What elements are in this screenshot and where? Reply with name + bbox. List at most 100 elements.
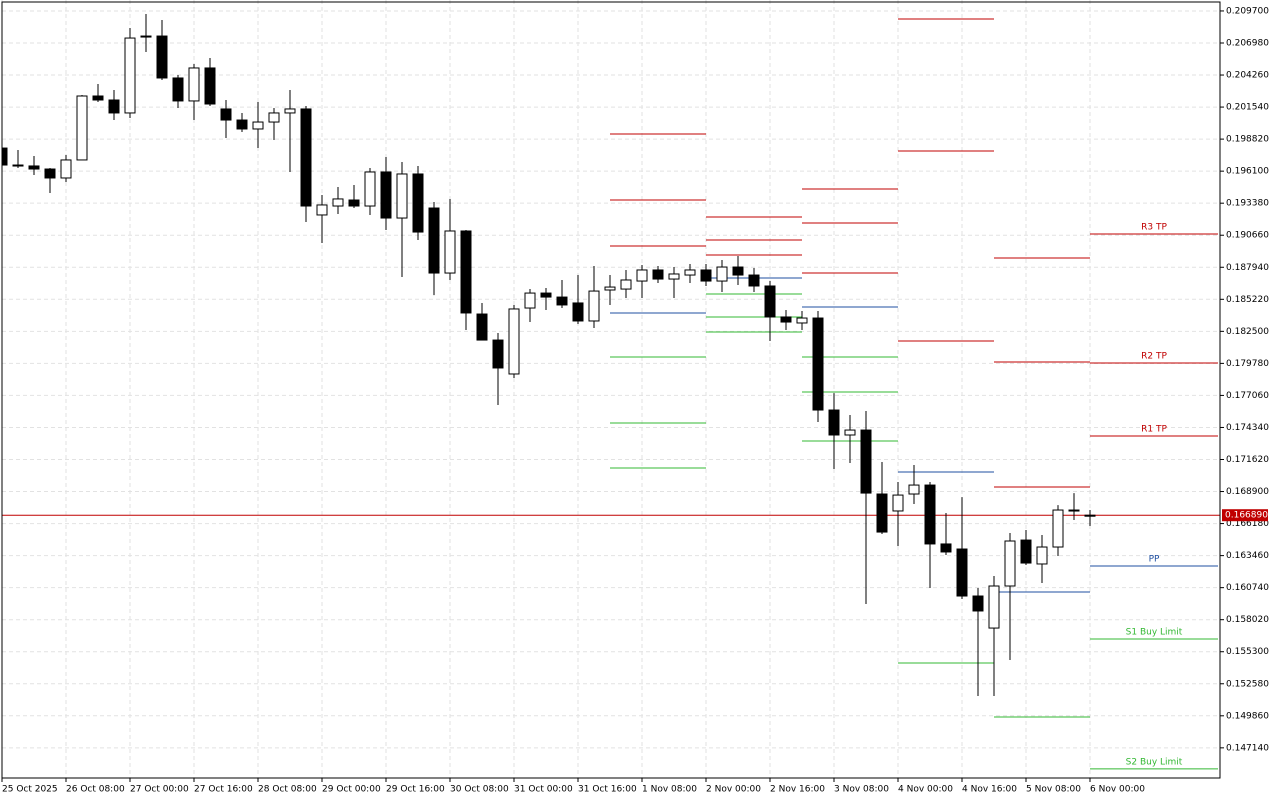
candle-body [44,168,56,179]
y-tick-label: 0.209700 [1226,6,1269,16]
candle-body [524,292,536,309]
candle-body [444,230,456,274]
candle-body [476,313,488,341]
plot-frame [1,1,1221,779]
candle-body [2,147,8,166]
y-tick-label: 0.152580 [1226,679,1269,689]
y-tick-label: 0.198820 [1226,135,1269,145]
candle-body [844,429,856,436]
pivot-label: R2 TP [1141,352,1167,362]
y-tick-label: 0.204260 [1226,71,1269,81]
candle-body [348,199,360,207]
candle-body [268,112,280,123]
current-price-label: 0.166890 [1225,511,1268,521]
candle-body [908,484,920,495]
x-tick-label: 26 Oct 08:00 [66,785,125,795]
pivot-label: S1 Buy Limit [1126,628,1183,638]
candle-body [236,119,248,130]
y-tick-label: 0.190660 [1226,231,1269,241]
candle-body [252,121,264,130]
y-tick-label: 0.149860 [1226,711,1269,721]
current-price-box [1222,509,1268,522]
y-tick-label: 0.182500 [1226,327,1269,337]
candle-body [556,296,568,306]
pivot-label: S2 Buy Limit [1126,757,1183,767]
y-tick-label: 0.174340 [1226,423,1269,433]
candle-body [428,207,440,274]
candle-body [28,165,40,170]
candle-body [924,484,936,545]
candle-body [1052,509,1064,548]
y-tick-label: 0.147140 [1226,743,1269,753]
candle-body [716,266,728,282]
candle-body [284,108,296,114]
y-tick-label: 0.155300 [1226,647,1269,657]
candle-body [60,159,72,179]
candle-body [892,494,904,512]
candle-body [220,108,232,121]
candle-body [12,164,24,167]
x-tick-label: 29 Oct 00:00 [322,785,381,795]
y-tick-label: 0.201540 [1226,103,1269,113]
candle-body [140,35,152,38]
candle-body [796,317,808,324]
candle-body [812,317,824,411]
candle-body [684,269,696,276]
x-tick-label: 1 Nov 08:00 [642,785,697,795]
candle-body [76,95,88,161]
candle-body [156,35,168,79]
candle-body [1020,539,1032,564]
candle-body [668,273,680,280]
candle-body [188,67,200,102]
candle-body [604,286,616,291]
y-tick-label: 0.163460 [1226,551,1269,561]
y-tick-label: 0.158020 [1226,615,1269,625]
candle-body [1068,509,1080,512]
x-tick-label: 25 Oct 2025 [2,785,58,795]
candle-body [940,543,952,553]
axes: 0.209700 0.206980 0.204260 0.201540 0.198820… [1,6,1269,795]
candle-body [300,108,312,207]
x-tick-label: 4 Nov 16:00 [962,785,1017,795]
candle-body [988,585,1000,629]
candle-body [1004,540,1016,587]
candle-body [460,230,472,314]
candle-body [620,279,632,290]
x-tick-label: 2 Nov 00:00 [706,785,761,795]
candle-body [748,274,760,287]
candle-body [1084,514,1096,517]
pivot-label: R1 TP [1141,425,1167,435]
candle-body [956,548,968,597]
candle-body [380,171,392,219]
y-tick-label: 0.160740 [1226,583,1269,593]
candle-body [396,173,408,219]
y-tick-label: 0.185220 [1226,295,1269,305]
candle-body [572,302,584,322]
x-tick-label: 5 Nov 08:00 [1026,785,1081,795]
x-tick-label: 4 Nov 00:00 [898,785,953,795]
plot [2,14,1220,770]
candle-body [172,77,184,102]
x-tick-label: 31 Oct 00:00 [514,785,573,795]
candle-body [92,95,104,101]
candle-body [316,204,328,216]
x-tick-label: 2 Nov 16:00 [770,785,825,795]
x-tick-label: 27 Oct 16:00 [194,785,253,795]
y-tick-label: 0.168900 [1226,487,1269,497]
y-tick-label: 0.177060 [1226,391,1269,401]
candle-body [540,292,552,298]
pivot-label: PP [1149,554,1160,564]
candle-body [860,429,872,494]
candle-body [588,290,600,322]
candle-body [876,493,888,533]
candle-body [1036,546,1048,565]
candle-body [124,37,136,114]
x-tick-label: 27 Oct 00:00 [130,785,189,795]
x-tick-label: 29 Oct 16:00 [386,785,445,795]
y-tick-label: 0.166180 [1226,519,1269,529]
candle-body [764,285,776,318]
candle-body [364,171,376,207]
candle-body [732,266,744,276]
